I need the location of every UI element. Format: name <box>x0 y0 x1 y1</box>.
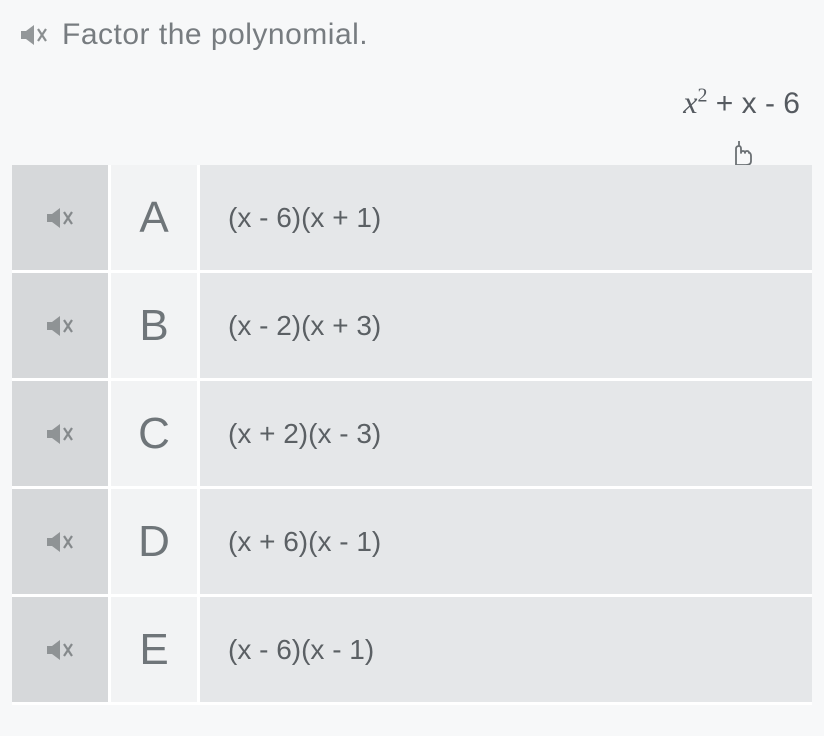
option-letter: A <box>108 165 200 270</box>
option-row[interactable]: B (x - 2)(x + 3) <box>12 273 812 381</box>
option-speaker-button[interactable] <box>12 489 108 594</box>
option-speaker-button[interactable] <box>12 165 108 270</box>
speaker-muted-icon <box>46 314 74 338</box>
option-row[interactable]: E (x - 6)(x - 1) <box>12 597 812 705</box>
option-text: (x - 6)(x - 1) <box>200 597 812 702</box>
pointer-cursor-icon <box>0 139 824 165</box>
option-letter: E <box>108 597 200 702</box>
polynomial-expression: x2 + x - 6 <box>0 60 824 139</box>
option-letter: D <box>108 489 200 594</box>
question-prompt: Factor the polynomial. <box>62 18 368 52</box>
question-header: Factor the polynomial. <box>0 0 824 60</box>
option-text: (x + 2)(x - 3) <box>200 381 812 486</box>
option-speaker-button[interactable] <box>12 273 108 378</box>
option-text: (x + 6)(x - 1) <box>200 489 812 594</box>
option-speaker-button[interactable] <box>12 597 108 702</box>
answer-options: A (x - 6)(x + 1) B (x - 2)(x + 3) C (x +… <box>0 165 824 705</box>
option-row[interactable]: D (x + 6)(x - 1) <box>12 489 812 597</box>
option-letter: C <box>108 381 200 486</box>
option-row[interactable]: C (x + 2)(x - 3) <box>12 381 812 489</box>
speaker-muted-icon <box>46 530 74 554</box>
speaker-muted-icon <box>46 422 74 446</box>
speaker-muted-icon <box>46 638 74 662</box>
option-text: (x - 6)(x + 1) <box>200 165 812 270</box>
option-letter: B <box>108 273 200 378</box>
speaker-muted-icon <box>46 206 74 230</box>
option-text: (x - 2)(x + 3) <box>200 273 812 378</box>
option-speaker-button[interactable] <box>12 381 108 486</box>
option-row[interactable]: A (x - 6)(x + 1) <box>12 165 812 273</box>
speaker-muted-icon[interactable] <box>20 23 48 47</box>
